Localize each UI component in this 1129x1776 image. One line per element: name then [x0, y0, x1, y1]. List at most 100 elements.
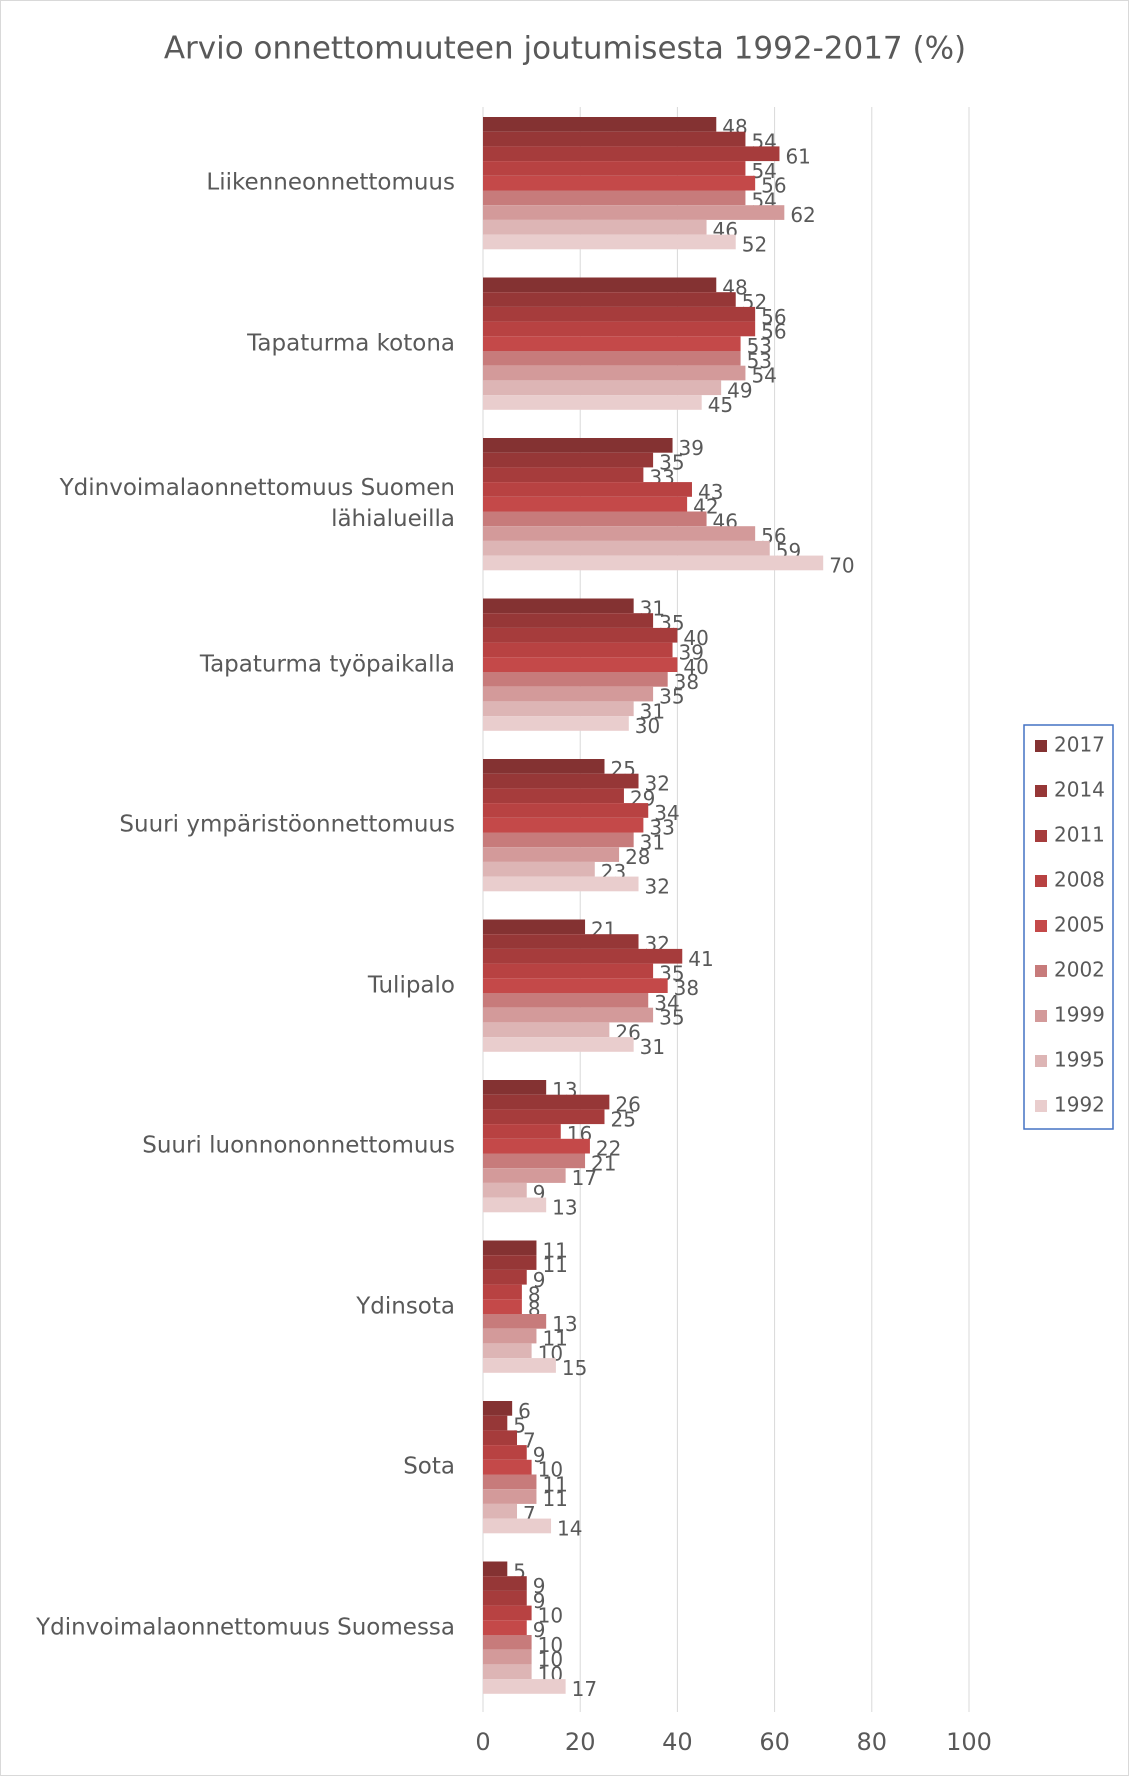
x-tick-label: 80: [857, 1728, 888, 1756]
data-label: 61: [785, 144, 810, 168]
bar: [483, 1358, 556, 1373]
data-label: 62: [790, 203, 815, 227]
bar: [483, 146, 780, 162]
bar: [483, 759, 605, 774]
data-label: 56: [761, 305, 786, 329]
bar: [483, 1094, 610, 1110]
data-label: 9: [533, 1574, 546, 1598]
category-label: Sota: [403, 1453, 455, 1480]
bar: [483, 1037, 634, 1052]
bar: [483, 336, 741, 351]
bar: [483, 1620, 527, 1635]
legend-swatch: [1035, 1055, 1047, 1067]
data-label: 35: [659, 1006, 684, 1030]
data-label: 45: [708, 393, 733, 417]
bar: [483, 1168, 566, 1183]
data-label: 11: [542, 1487, 567, 1511]
data-label: 25: [611, 1107, 636, 1131]
legend-label: 1999: [1054, 1003, 1105, 1027]
data-label: 35: [659, 685, 684, 709]
legend-swatch: [1035, 965, 1047, 977]
bar: [483, 526, 756, 541]
x-tick-label: 100: [946, 1728, 992, 1756]
data-label: 32: [645, 874, 670, 898]
data-label: 52: [742, 232, 767, 256]
legend-swatch: [1035, 785, 1047, 797]
bar: [483, 1415, 508, 1431]
category-label: Ydinvoimalaonnettomuus Suomessa: [36, 1614, 455, 1641]
bar: [483, 175, 756, 191]
data-label: 53: [747, 334, 772, 358]
bar: [483, 1080, 547, 1095]
legend-label: 2002: [1054, 958, 1105, 982]
data-label: 21: [591, 1151, 616, 1175]
bar: [483, 1124, 561, 1139]
data-label: 56: [761, 319, 786, 343]
bar: [483, 1679, 566, 1694]
legend-label: 1995: [1054, 1048, 1105, 1072]
bar: [483, 1518, 552, 1534]
bar: [483, 627, 678, 643]
data-label: 30: [635, 714, 660, 738]
bar: [483, 234, 736, 250]
data-label: 54: [751, 159, 776, 183]
bar: [483, 788, 624, 804]
bar: [483, 613, 654, 628]
bar: [483, 1445, 527, 1460]
bar: [483, 219, 707, 235]
data-label: 43: [698, 480, 723, 504]
bar: [483, 1109, 605, 1125]
bar: [483, 803, 649, 818]
x-tick-label: 40: [662, 1728, 693, 1756]
bar: [483, 205, 785, 220]
legend-swatch: [1035, 920, 1047, 932]
x-tick-label: 60: [759, 1728, 790, 1756]
legend-swatch: [1035, 1010, 1047, 1022]
data-label: 9: [533, 1589, 546, 1613]
legend-label: 2014: [1054, 778, 1105, 802]
data-label: 13: [552, 1312, 577, 1336]
data-label: 9: [533, 1618, 546, 1642]
bar: [483, 686, 654, 702]
bar: [483, 1489, 537, 1504]
data-label: 41: [688, 947, 713, 971]
bar: [483, 380, 722, 396]
bar: [483, 438, 673, 453]
bar: [483, 1240, 537, 1256]
data-label: 40: [683, 626, 708, 650]
bar: [483, 1635, 532, 1650]
bar: [483, 934, 639, 949]
data-label: 28: [625, 845, 650, 869]
bar: [483, 1284, 522, 1300]
bar: [483, 642, 673, 658]
bar: [483, 978, 668, 993]
bar: [483, 467, 644, 483]
bar: [483, 1343, 532, 1359]
data-label: 11: [542, 1327, 567, 1351]
data-label: 38: [674, 976, 699, 1000]
bar: [483, 1255, 537, 1270]
bar: [483, 657, 678, 672]
data-label: 31: [640, 1035, 665, 1059]
legend-label: 2017: [1054, 733, 1105, 757]
bar: [483, 117, 717, 132]
data-label: 35: [659, 451, 684, 475]
legend-swatch: [1035, 875, 1047, 887]
data-label: 14: [557, 1516, 582, 1540]
bar: [483, 1138, 590, 1154]
bar: [483, 1182, 527, 1198]
data-label: 11: [542, 1472, 567, 1496]
bar: [483, 963, 654, 979]
data-label: 11: [542, 1253, 567, 1277]
bar: [483, 452, 654, 468]
bar: [483, 1299, 522, 1314]
bar: [483, 292, 736, 307]
bar: [483, 701, 634, 717]
bar: [483, 365, 746, 381]
bar: [483, 672, 668, 687]
bar: [483, 919, 586, 935]
data-label: 10: [538, 1633, 563, 1657]
data-label: 10: [538, 1458, 563, 1482]
bar: [483, 993, 649, 1008]
